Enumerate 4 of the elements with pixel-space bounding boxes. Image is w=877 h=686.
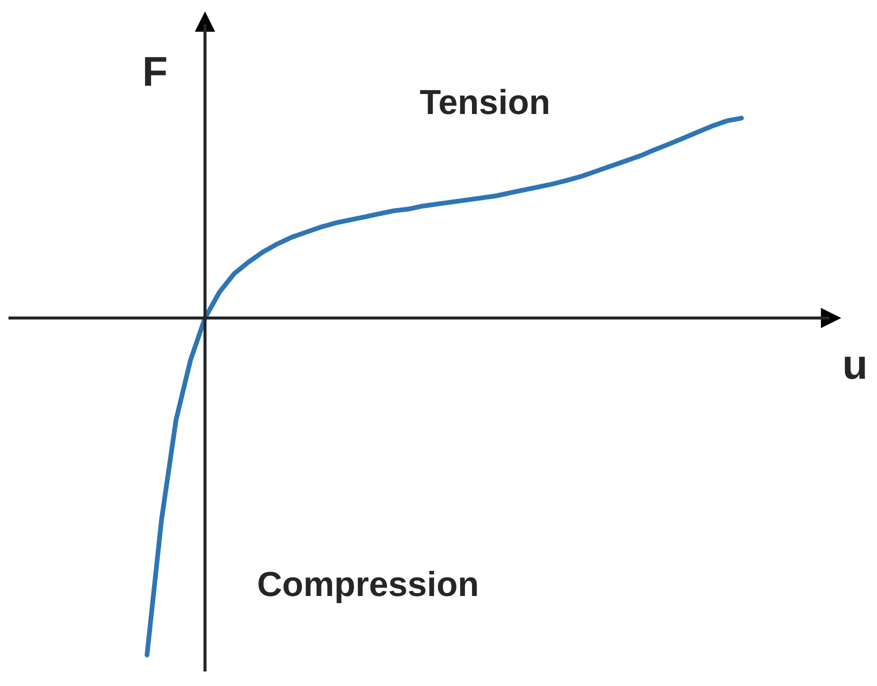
y-axis-title: F [145,57,166,86]
text: Tension [420,88,548,114]
x-axis-title: u [844,356,865,380]
annotation: Compression [258,570,477,604]
